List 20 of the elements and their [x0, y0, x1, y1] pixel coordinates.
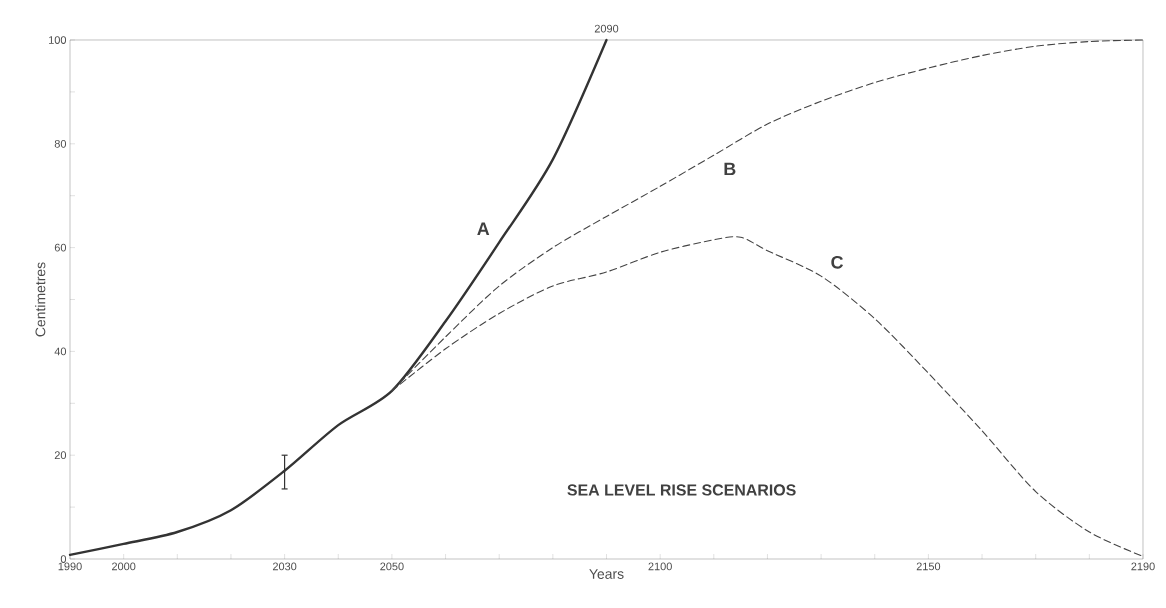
x-tick-label: 2150 — [916, 562, 941, 571]
x-tick-label: 2190 — [1131, 562, 1155, 571]
series-label: C — [831, 255, 844, 269]
x-tick-label: 2050 — [380, 562, 404, 571]
x-tick-label: 2100 — [648, 562, 672, 571]
x-tick-label: 2000 — [112, 562, 136, 571]
series-label: A — [477, 222, 490, 235]
y-tick-label: 0 — [60, 555, 67, 563]
x-tick-label: 2030 — [272, 562, 297, 571]
annotation: 2090 — [594, 24, 619, 33]
y-axis-title: Centimetres — [35, 262, 46, 337]
x-tick-label: 1990 — [58, 562, 82, 571]
text: SEA LEVEL RISE SCENARIOS — [567, 484, 796, 496]
y-tick-label: 60 — [54, 243, 67, 252]
series-label: B — [724, 162, 736, 176]
x-axis-title: Years — [589, 569, 624, 579]
y-tick-label: 80 — [54, 139, 67, 148]
y-tick-label: 40 — [54, 347, 67, 356]
y-tick-label: 100 — [49, 36, 67, 44]
y-tick-label: 20 — [54, 451, 67, 460]
